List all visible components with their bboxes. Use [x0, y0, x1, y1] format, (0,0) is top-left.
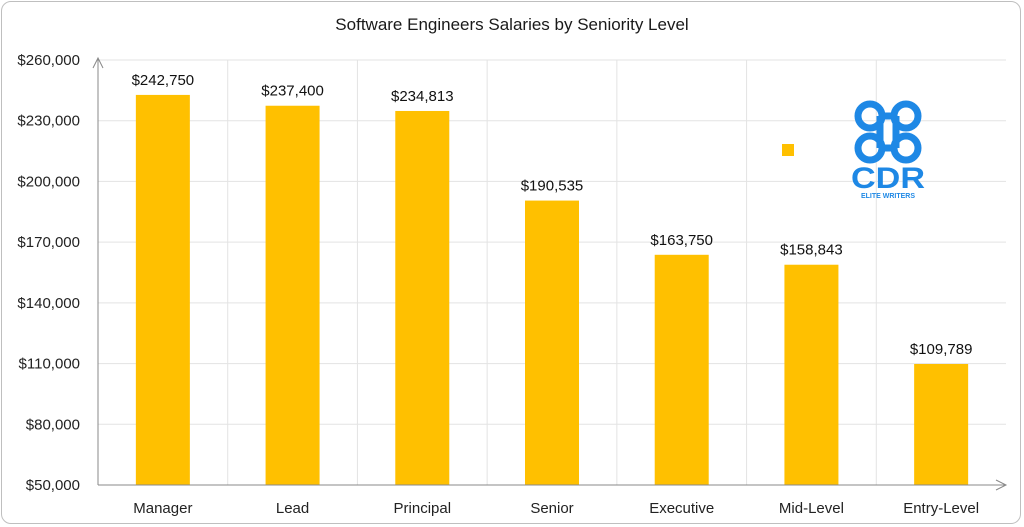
bar — [914, 363, 969, 485]
axes — [92, 56, 1008, 491]
data-label: $158,843 — [780, 242, 843, 259]
logo: CDR ELITE WRITERS — [851, 100, 925, 200]
x-category-label: Principal — [394, 500, 452, 517]
y-tick-label: $200,000 — [17, 173, 80, 190]
bar — [525, 200, 579, 485]
chart-title: Software Engineers Salaries by Seniority… — [335, 15, 688, 34]
x-category-label: Mid-Level — [779, 500, 844, 517]
y-tick-label: $170,000 — [17, 234, 80, 251]
bar — [784, 264, 839, 485]
data-label: $190,535 — [521, 178, 584, 195]
bar — [395, 110, 450, 485]
bars — [135, 94, 969, 486]
y-axis-arrow — [92, 56, 104, 69]
x-category-label: Lead — [276, 500, 309, 517]
data-label: $163,750 — [650, 232, 713, 249]
bar — [135, 94, 190, 486]
y-tick-label: $230,000 — [17, 113, 80, 130]
x-category-label: Executive — [649, 500, 714, 517]
data-label: $234,813 — [391, 88, 454, 105]
legend-marker — [782, 144, 794, 156]
x-category-label: Manager — [133, 500, 192, 517]
bar — [654, 254, 709, 485]
data-labels: $242,750 $237,400 $234,813 $190,535 $163,750… — [132, 72, 973, 358]
y-tick-labels: $50,000 $80,000 $110,000 $140,000 $170,000 $2… — [17, 52, 80, 494]
x-category-label: Entry-Level — [903, 500, 979, 517]
data-label: $237,400 — [261, 83, 324, 100]
x-axis-arrow — [995, 479, 1008, 491]
data-label: $109,789 — [910, 341, 973, 358]
x-category-labels: Manager Lead Principal Senior Executive Mid-L… — [133, 500, 979, 517]
logo-tagline: ELITE WRITERS — [861, 193, 915, 200]
x-category-label: Senior — [530, 500, 573, 517]
y-tick-label: $140,000 — [17, 295, 80, 312]
data-label: $242,750 — [132, 72, 195, 89]
y-tick-label: $260,000 — [17, 52, 80, 69]
logo-name: CDR — [851, 162, 925, 195]
y-tick-label: $110,000 — [19, 356, 80, 373]
command-key-icon — [854, 100, 922, 164]
y-tick-label: $50,000 — [26, 477, 80, 494]
bar — [265, 105, 320, 485]
y-tick-label: $80,000 — [26, 416, 80, 433]
